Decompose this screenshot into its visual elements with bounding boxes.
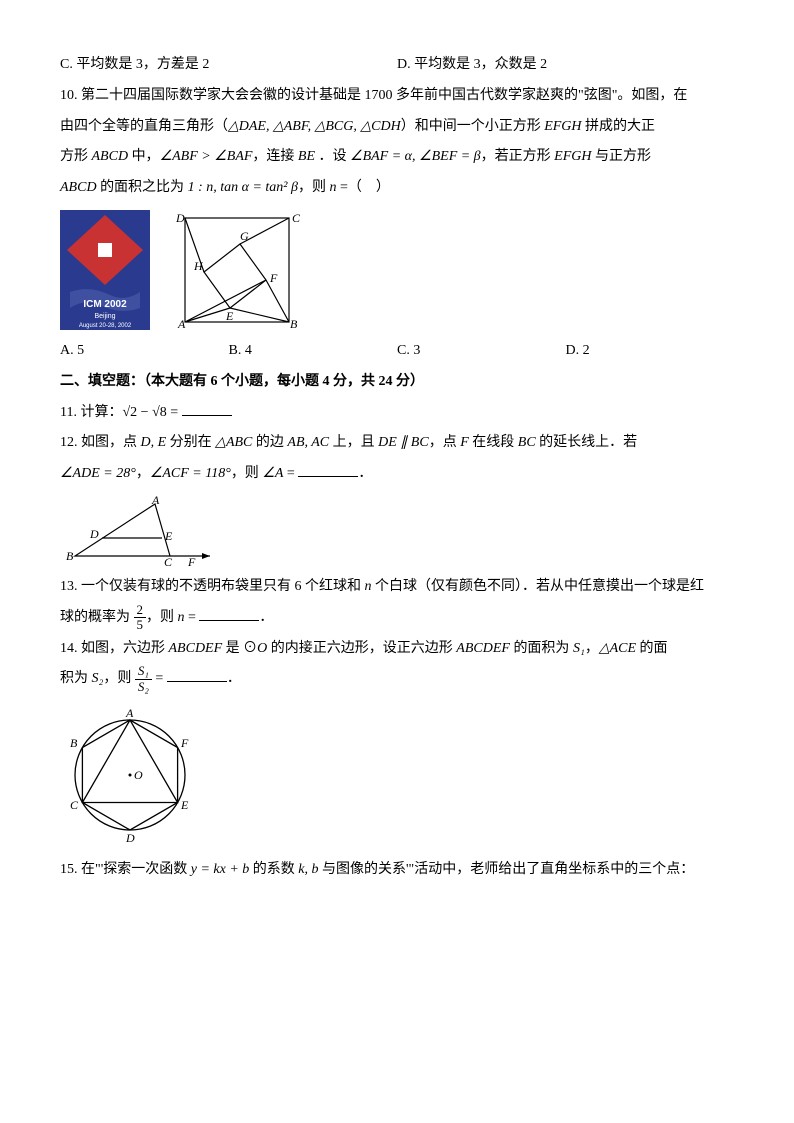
q12-blank [298,462,358,477]
lbl-E: E [225,309,234,323]
q10-opt-a: A. 5 [60,336,229,367]
q12-figure: A B C D E F [60,496,734,566]
q14-blank [167,667,227,682]
lbl-H: H [193,259,204,273]
q10-text: 10. 第二十四届国际数学家大会会徽的设计基础是 1700 多年前中国古代数学家… [60,81,734,204]
q14-line2: 积为 S₂，则 S₁S₂ = ． [60,664,734,695]
lbl-D: D [175,211,185,225]
icm-text-1: ICM 2002 [83,299,127,310]
q14-frac: S₁S₂ [135,664,152,694]
q12-B: B [66,549,74,563]
lbl-A: A [177,317,186,330]
q10-line3: 方形 ABCD 中，∠ABF > ∠BAF，连接 BE ．设 ∠BAF = α,… [60,142,734,173]
q12-D: D [89,527,99,541]
q9-opt-d: D. 平均数是 3，众数是 2 [397,50,734,81]
q14-C: C [70,798,79,812]
icm-text-2: Beijing [94,313,115,320]
q12-line2: ∠ADE = 28°，∠ACF = 118°，则 ∠A = ． [60,459,734,490]
q13-frac: 25 [134,603,147,633]
q12-F: F [187,555,196,566]
q10-options: A. 5 B. 4 C. 3 D. 2 [60,336,734,367]
q10-geometry: A B C D E F G H [170,210,310,330]
q13-line2: 球的概率为 25，则 n = ． [60,603,734,634]
q10-line4: ABCD 的面积之比为 1 : n, tan α = tan² β，则 n =（… [60,173,734,204]
q10-line2: 由四个全等的直角三角形（△DAE, △ABF, △BCG, △CDH）和中间一个… [60,112,734,143]
q10-line1: 10. 第二十四届国际数学家大会会徽的设计基础是 1700 多年前中国古代数学家… [60,81,734,112]
q12-line1: 12. 如图，点 D, E 分别在 △ABC 的边 AB, AC 上，且 DE … [60,428,734,459]
section-2-title: 二、填空题：（本大题有 6 个小题，每小题 4 分，共 24 分） [60,367,734,398]
q14-E: E [180,798,189,812]
q9-opt-c: C. 平均数是 3，方差是 2 [60,50,397,81]
q10-opt-d: D. 2 [566,336,735,367]
lbl-C: C [292,211,301,225]
q14-A: A [125,706,134,720]
q11-blank [182,401,232,416]
lbl-F: F [269,271,278,285]
q14-figure: A B C D E F O [60,705,734,845]
q12-A: A [151,496,160,507]
q12-C: C [164,555,173,566]
q13-blank [199,606,259,621]
q10-opt-c: C. 3 [397,336,566,367]
q10-opt-b: B. 4 [229,336,398,367]
q14-F: F [180,736,189,750]
q14-D: D [125,831,135,845]
q14-B: B [70,736,78,750]
q12-E: E [164,529,173,543]
icm-logo: ICM 2002 Beijing August 20-28, 2002 [60,210,150,330]
lbl-B: B [290,317,298,330]
q14-line1: 14. 如图，六边形 ABCDEF 是 ⊙O 的内接正六边形，设正六边形 ABC… [60,634,734,665]
q9-options-cd: C. 平均数是 3，方差是 2 D. 平均数是 3，众数是 2 [60,50,734,81]
q10-figures: ICM 2002 Beijing August 20-28, 2002 A B … [60,210,734,330]
q13-line1: 13. 一个仅装有球的不透明布袋里只有 6 个红球和 n 个白球（仅有颜色不同）… [60,572,734,603]
q11: 11. 计算：√2 − √8 = [60,398,734,429]
lbl-G: G [240,229,249,243]
icm-text-3: August 20-28, 2002 [79,323,132,329]
q15-line1: 15. 在"'探索一次函数 y = kx + b 的系数 k, b 与图像的关系… [60,855,734,886]
q14-O: O [134,768,143,782]
